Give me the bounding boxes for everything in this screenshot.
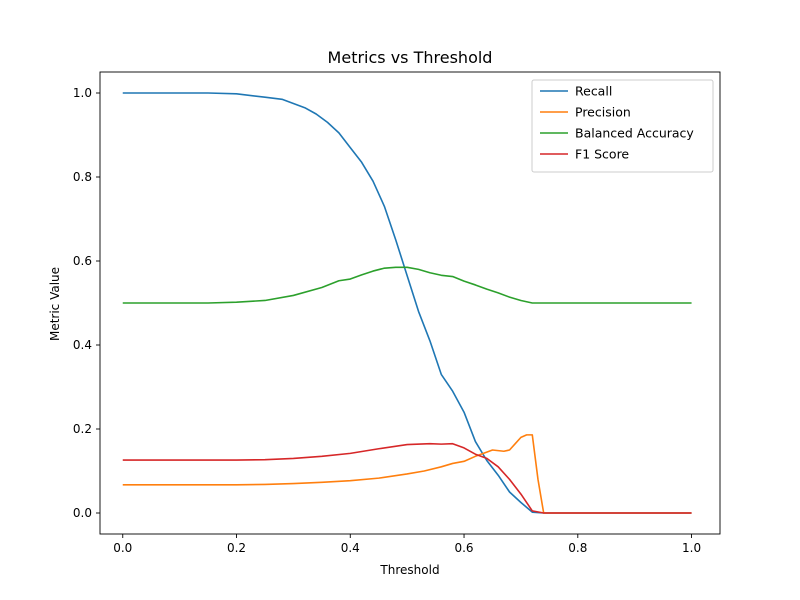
axes-frame <box>99 71 721 535</box>
x-tick-label: 0.0 <box>113 541 132 555</box>
series-line-precision <box>122 434 692 514</box>
plot-area: 0.0 0.2 0.4 0.6 0.8 1.0 0.0 0.2 0.4 0.6 0.8 1.0 Reca… <box>73 71 721 555</box>
y-axis-label: Metric Value <box>48 267 62 341</box>
y-tick-label: 0.2 <box>73 422 92 436</box>
chart-title: Metrics vs Threshold <box>328 48 493 67</box>
legend-label: Precision <box>575 105 631 120</box>
legend-box <box>531 79 714 173</box>
x-tick-label: 1.0 <box>682 541 701 555</box>
y-tick-label: 0.4 <box>73 338 92 352</box>
x-axis-label: Threshold <box>379 563 439 577</box>
legend-label: Recall <box>575 84 612 99</box>
series-line-recall <box>122 92 692 514</box>
y-tick-label: 1.0 <box>73 86 92 100</box>
x-tick-label: 0.6 <box>454 541 473 555</box>
y-tick-label: 0.6 <box>73 254 92 268</box>
legend-label: F1 Score <box>575 147 629 162</box>
series-line-balanced-accuracy <box>122 266 692 304</box>
x-tick-label: 0.2 <box>227 541 246 555</box>
series-line-f1-score <box>122 442 692 514</box>
x-tick-label: 0.4 <box>341 541 360 555</box>
y-tick-label: 0.8 <box>73 170 92 184</box>
y-tick-label: 0.0 <box>73 506 92 520</box>
legend-label: Balanced Accuracy <box>575 126 694 141</box>
x-tick-label: 0.8 <box>568 541 587 555</box>
